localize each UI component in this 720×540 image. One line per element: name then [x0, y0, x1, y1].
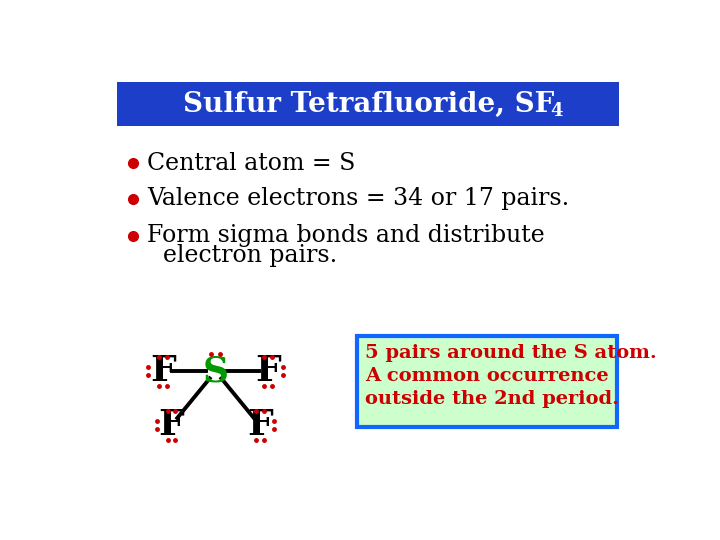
Text: F: F — [247, 408, 273, 442]
FancyBboxPatch shape — [117, 82, 619, 126]
Text: outside the 2nd period.: outside the 2nd period. — [365, 390, 619, 408]
Text: S: S — [202, 354, 228, 388]
Text: electron pairs.: electron pairs. — [163, 244, 337, 267]
FancyBboxPatch shape — [357, 336, 617, 427]
Text: Valence electrons = 34 or 17 pairs.: Valence electrons = 34 or 17 pairs. — [148, 187, 570, 210]
Text: Form sigma bonds and distribute: Form sigma bonds and distribute — [148, 224, 545, 247]
Text: Central atom = S: Central atom = S — [148, 152, 356, 175]
Text: F: F — [158, 408, 184, 442]
Text: F: F — [256, 354, 281, 388]
Text: Sulfur Tetrafluoride, SF: Sulfur Tetrafluoride, SF — [183, 91, 554, 118]
Text: F: F — [150, 354, 176, 388]
Text: A common occurrence: A common occurrence — [365, 367, 608, 385]
Text: 5 pairs around the S atom.: 5 pairs around the S atom. — [365, 344, 657, 362]
Text: 4: 4 — [550, 102, 563, 120]
